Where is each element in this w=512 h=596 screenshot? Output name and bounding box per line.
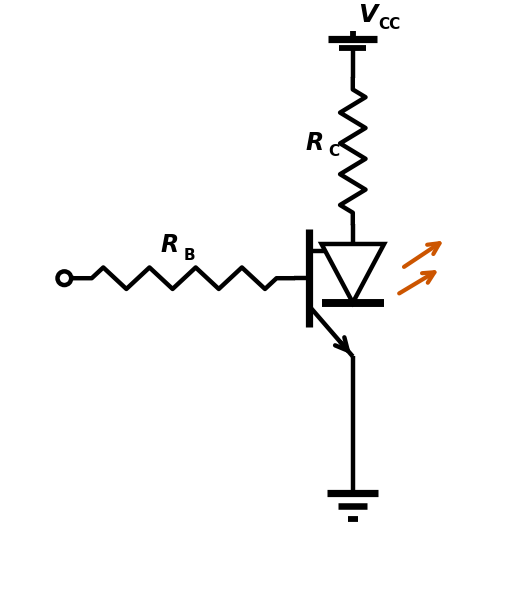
- Text: B: B: [183, 247, 195, 263]
- Text: R: R: [305, 131, 324, 156]
- Text: CC: CC: [378, 17, 400, 32]
- Text: R: R: [160, 232, 179, 257]
- Circle shape: [57, 271, 71, 285]
- Text: V: V: [358, 3, 377, 27]
- Polygon shape: [322, 244, 384, 303]
- Text: C: C: [328, 144, 339, 159]
